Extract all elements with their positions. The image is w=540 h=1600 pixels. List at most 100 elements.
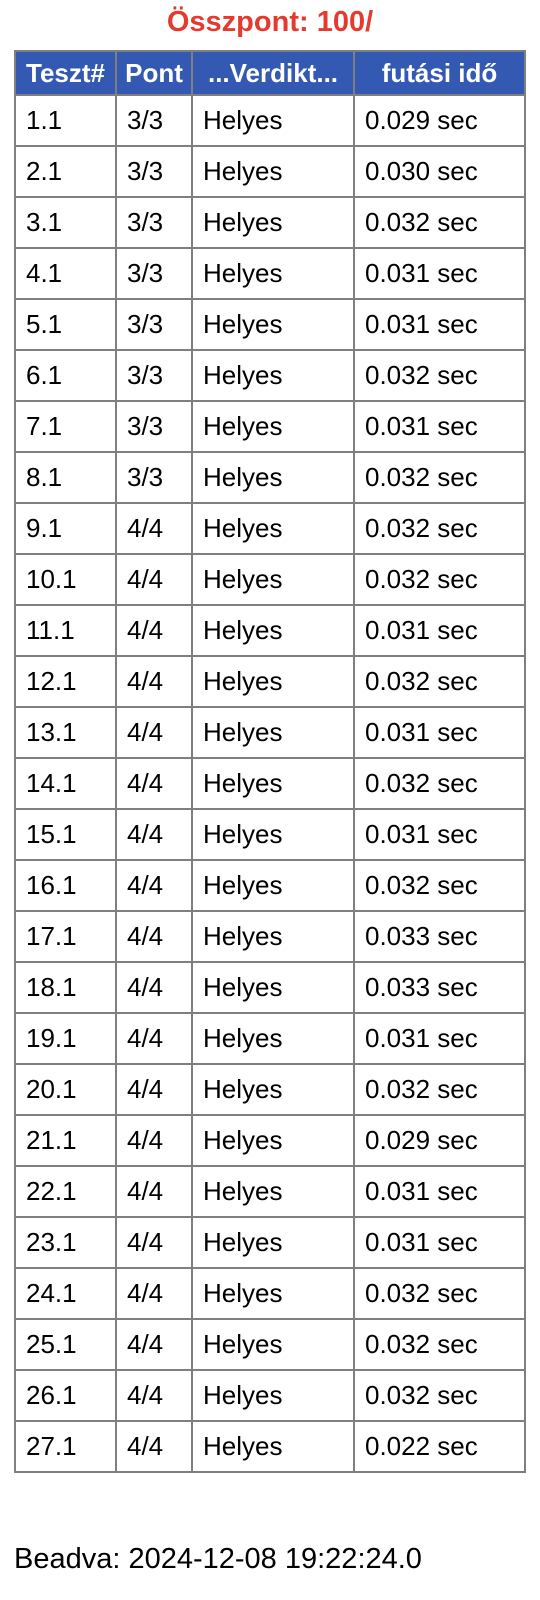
cell-verdict: Helyes <box>191 757 355 810</box>
cell-test-number: 26.1 <box>14 1369 117 1422</box>
cell-test-number: 10.1 <box>14 553 117 606</box>
cell-run-time: 0.032 sec <box>353 1318 526 1371</box>
cell-run-time: 0.032 sec <box>353 553 526 606</box>
cell-points: 4/4 <box>115 910 193 963</box>
cell-test-number: 18.1 <box>14 961 117 1014</box>
cell-points: 4/4 <box>115 1267 193 1320</box>
header-row: Teszt# Pont ...Verdikt... futási idő <box>14 50 526 96</box>
cell-verdict: Helyes <box>191 298 355 351</box>
cell-verdict: Helyes <box>191 961 355 1014</box>
cell-verdict: Helyes <box>191 859 355 912</box>
cell-verdict: Helyes <box>191 145 355 198</box>
cell-verdict: Helyes <box>191 349 355 402</box>
cell-points: 4/4 <box>115 961 193 1014</box>
cell-test-number: 25.1 <box>14 1318 117 1371</box>
cell-points: 3/3 <box>115 349 193 402</box>
cell-test-number: 9.1 <box>14 502 117 555</box>
cell-test-number: 23.1 <box>14 1216 117 1269</box>
table-row: 3.1 3/3 Helyes 0.032 sec <box>14 196 526 249</box>
cell-verdict: Helyes <box>191 706 355 759</box>
table-row: 12.1 4/4 Helyes 0.032 sec <box>14 655 526 708</box>
table-row: 14.1 4/4 Helyes 0.032 sec <box>14 757 526 810</box>
cell-points: 4/4 <box>115 1216 193 1269</box>
cell-verdict: Helyes <box>191 400 355 453</box>
cell-test-number: 27.1 <box>14 1420 117 1473</box>
cell-test-number: 2.1 <box>14 145 117 198</box>
cell-run-time: 0.032 sec <box>353 349 526 402</box>
cell-test-number: 21.1 <box>14 1114 117 1167</box>
cell-run-time: 0.032 sec <box>353 1063 526 1116</box>
cell-run-time: 0.033 sec <box>353 910 526 963</box>
cell-verdict: Helyes <box>191 1063 355 1116</box>
cell-test-number: 6.1 <box>14 349 117 402</box>
cell-run-time: 0.031 sec <box>353 604 526 657</box>
submission-timestamp: Beadva: 2024-12-08 19:22:24.0 <box>14 1543 422 1575</box>
cell-points: 4/4 <box>115 1063 193 1116</box>
table-row: 18.1 4/4 Helyes 0.033 sec <box>14 961 526 1014</box>
cell-run-time: 0.030 sec <box>353 145 526 198</box>
cell-test-number: 13.1 <box>14 706 117 759</box>
cell-points: 4/4 <box>115 757 193 810</box>
cell-points: 4/4 <box>115 655 193 708</box>
cell-verdict: Helyes <box>191 1369 355 1422</box>
cell-verdict: Helyes <box>191 451 355 504</box>
test-results-table: Teszt# Pont ...Verdikt... futási idő 1.1… <box>14 50 526 1473</box>
table-row: 21.1 4/4 Helyes 0.029 sec <box>14 1114 526 1167</box>
cell-points: 4/4 <box>115 1165 193 1218</box>
table-row: 11.1 4/4 Helyes 0.031 sec <box>14 604 526 657</box>
cell-test-number: 1.1 <box>14 94 117 147</box>
cell-run-time: 0.031 sec <box>353 247 526 300</box>
cell-points: 3/3 <box>115 196 193 249</box>
table-row: 13.1 4/4 Helyes 0.031 sec <box>14 706 526 759</box>
cell-points: 4/4 <box>115 1114 193 1167</box>
total-score-title: Összpont: 100/ <box>166 6 374 38</box>
cell-points: 3/3 <box>115 145 193 198</box>
cell-run-time: 0.032 sec <box>353 196 526 249</box>
cell-test-number: 11.1 <box>14 604 117 657</box>
cell-run-time: 0.029 sec <box>353 94 526 147</box>
table-row: 24.1 4/4 Helyes 0.032 sec <box>14 1267 526 1320</box>
table-row: 19.1 4/4 Helyes 0.031 sec <box>14 1012 526 1065</box>
cell-points: 4/4 <box>115 502 193 555</box>
cell-run-time: 0.032 sec <box>353 859 526 912</box>
table-row: 10.1 4/4 Helyes 0.032 sec <box>14 553 526 606</box>
cell-verdict: Helyes <box>191 604 355 657</box>
cell-run-time: 0.031 sec <box>353 400 526 453</box>
cell-test-number: 12.1 <box>14 655 117 708</box>
table-row: 25.1 4/4 Helyes 0.032 sec <box>14 1318 526 1371</box>
cell-points: 3/3 <box>115 400 193 453</box>
cell-test-number: 3.1 <box>14 196 117 249</box>
cell-test-number: 15.1 <box>14 808 117 861</box>
cell-points: 3/3 <box>115 451 193 504</box>
header-test-number: Teszt# <box>14 50 117 96</box>
table-row: 22.1 4/4 Helyes 0.031 sec <box>14 1165 526 1218</box>
cell-verdict: Helyes <box>191 1012 355 1065</box>
cell-run-time: 0.031 sec <box>353 706 526 759</box>
cell-run-time: 0.032 sec <box>353 655 526 708</box>
table-row: 16.1 4/4 Helyes 0.032 sec <box>14 859 526 912</box>
cell-points: 3/3 <box>115 94 193 147</box>
cell-test-number: 8.1 <box>14 451 117 504</box>
cell-verdict: Helyes <box>191 910 355 963</box>
table-row: 4.1 3/3 Helyes 0.031 sec <box>14 247 526 300</box>
table-row: 27.1 4/4 Helyes 0.022 sec <box>14 1420 526 1473</box>
cell-run-time: 0.022 sec <box>353 1420 526 1473</box>
cell-points: 3/3 <box>115 247 193 300</box>
cell-points: 4/4 <box>115 1012 193 1065</box>
cell-verdict: Helyes <box>191 1420 355 1473</box>
cell-run-time: 0.031 sec <box>353 808 526 861</box>
results-table-header: Teszt# Pont ...Verdikt... futási idő <box>14 50 526 96</box>
cell-verdict: Helyes <box>191 1216 355 1269</box>
cell-test-number: 17.1 <box>14 910 117 963</box>
table-row: 23.1 4/4 Helyes 0.031 sec <box>14 1216 526 1269</box>
cell-verdict: Helyes <box>191 1318 355 1371</box>
table-row: 2.1 3/3 Helyes 0.030 sec <box>14 145 526 198</box>
cell-test-number: 24.1 <box>14 1267 117 1320</box>
cell-verdict: Helyes <box>191 247 355 300</box>
table-row: 7.1 3/3 Helyes 0.031 sec <box>14 400 526 453</box>
cell-verdict: Helyes <box>191 655 355 708</box>
cell-points: 4/4 <box>115 604 193 657</box>
cell-run-time: 0.032 sec <box>353 757 526 810</box>
table-row: 1.1 3/3 Helyes 0.029 sec <box>14 94 526 147</box>
cell-points: 4/4 <box>115 1318 193 1371</box>
